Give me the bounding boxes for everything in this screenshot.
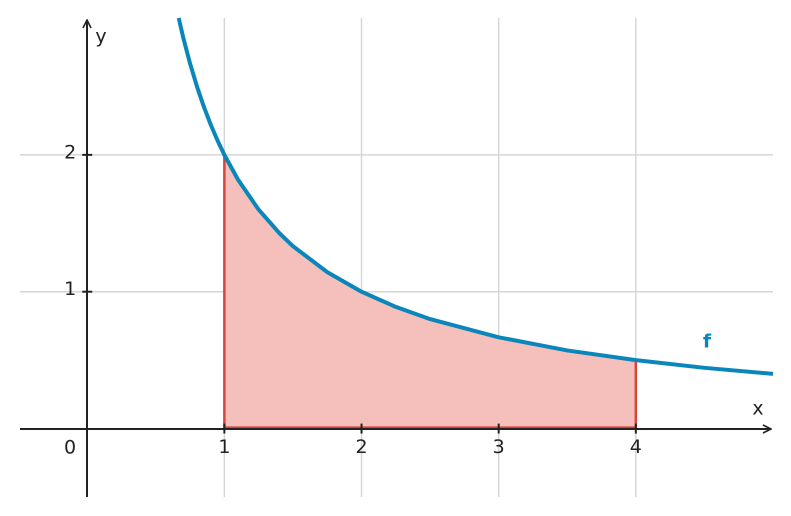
x-tick-label: 1 [218, 436, 230, 458]
x-tick-label: 4 [630, 436, 642, 458]
curve [176, 17, 774, 376]
x-tick-label: 3 [493, 436, 505, 458]
y-axis-label: y [95, 26, 106, 48]
origin-label: 0 [64, 437, 76, 459]
curve-label: f [703, 331, 712, 353]
y-tick-label: 1 [64, 278, 76, 300]
y-tick-label: 2 [64, 141, 76, 163]
x-axis-label: x [752, 398, 763, 420]
shaded-area [224, 154, 636, 429]
x-tick-label: 2 [355, 436, 367, 458]
